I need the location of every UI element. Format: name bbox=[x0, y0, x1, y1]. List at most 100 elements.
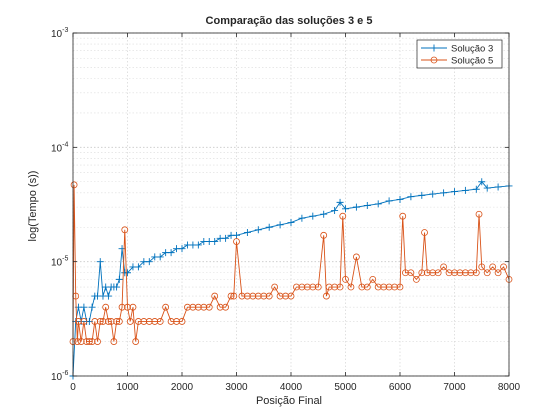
data-point bbox=[243, 292, 251, 300]
data-point bbox=[407, 269, 415, 277]
data-point bbox=[358, 283, 366, 291]
data-point bbox=[189, 303, 197, 311]
data-point bbox=[489, 263, 497, 271]
data-point bbox=[352, 253, 360, 261]
legend-label: Solução 5 bbox=[451, 56, 493, 67]
data-point bbox=[287, 292, 295, 300]
data-point bbox=[282, 292, 289, 300]
data-point bbox=[134, 263, 142, 271]
legend-item-1: Solução 3 bbox=[421, 44, 493, 55]
x-axis-label: Posição Final bbox=[256, 395, 322, 407]
x-tick-label: 1000 bbox=[116, 382, 139, 393]
series-2 bbox=[69, 181, 513, 345]
data-point bbox=[96, 318, 104, 325]
data-point bbox=[396, 195, 404, 203]
data-point bbox=[385, 197, 393, 205]
data-point bbox=[216, 303, 224, 311]
series-line bbox=[72, 184, 510, 343]
data-point bbox=[113, 318, 120, 325]
data-point bbox=[70, 181, 78, 189]
data-point bbox=[124, 303, 131, 311]
data-point bbox=[156, 253, 164, 261]
data-point bbox=[73, 338, 81, 345]
data-point bbox=[472, 185, 480, 193]
data-point bbox=[151, 318, 159, 325]
data-point bbox=[396, 283, 404, 291]
legend-marker bbox=[430, 56, 438, 64]
data-point bbox=[331, 283, 339, 291]
data-point bbox=[194, 241, 202, 249]
x-tick-label: 3000 bbox=[225, 382, 248, 393]
data-point bbox=[88, 303, 96, 311]
data-point bbox=[145, 318, 153, 325]
data-point bbox=[132, 338, 140, 345]
data-point bbox=[456, 269, 464, 277]
data-point bbox=[402, 269, 409, 277]
data-point bbox=[265, 223, 273, 231]
data-point bbox=[347, 283, 355, 291]
data-point bbox=[211, 292, 219, 300]
data-point bbox=[205, 303, 213, 311]
data-point bbox=[320, 210, 328, 218]
data-point bbox=[83, 338, 91, 345]
data-point bbox=[423, 269, 431, 277]
data-point bbox=[374, 283, 382, 291]
data-point bbox=[96, 258, 104, 266]
chart-title: Comparação das soluções 3 e 5 bbox=[206, 15, 373, 27]
data-point bbox=[75, 318, 82, 325]
data-point bbox=[227, 292, 235, 300]
data-point bbox=[173, 318, 180, 325]
data-point bbox=[298, 214, 306, 222]
data-point bbox=[293, 283, 300, 291]
data-point bbox=[110, 338, 118, 345]
data-point bbox=[102, 303, 110, 311]
data-point bbox=[429, 269, 437, 277]
data-point bbox=[134, 318, 142, 325]
data-point bbox=[380, 283, 388, 291]
data-point bbox=[323, 292, 330, 300]
data-point bbox=[483, 269, 491, 277]
data-point bbox=[421, 229, 428, 236]
data-point bbox=[352, 203, 360, 211]
data-point bbox=[254, 292, 262, 300]
data-point bbox=[178, 318, 186, 325]
data-point bbox=[167, 318, 175, 325]
data-point bbox=[418, 269, 426, 277]
data-point bbox=[167, 249, 175, 257]
data-point bbox=[369, 275, 377, 283]
data-point bbox=[342, 275, 349, 283]
data-point bbox=[200, 303, 208, 311]
data-point bbox=[287, 219, 295, 227]
data-point bbox=[399, 212, 407, 220]
x-tick-label: 4000 bbox=[280, 382, 303, 393]
y-tick-label: 10-3 bbox=[51, 27, 68, 40]
data-point bbox=[336, 198, 344, 206]
data-point bbox=[483, 184, 491, 192]
data-point bbox=[385, 283, 393, 291]
data-point bbox=[303, 283, 311, 291]
data-point bbox=[107, 318, 115, 325]
data-point bbox=[156, 318, 164, 325]
data-point bbox=[140, 318, 148, 325]
data-point bbox=[440, 189, 448, 197]
data-point bbox=[104, 292, 112, 300]
data-point bbox=[118, 303, 126, 311]
data-point bbox=[126, 318, 134, 325]
data-point bbox=[115, 275, 123, 283]
data-point bbox=[249, 292, 257, 300]
data-point bbox=[478, 178, 486, 186]
data-point bbox=[363, 283, 371, 291]
x-tick-label: 6000 bbox=[389, 382, 412, 393]
data-point bbox=[339, 212, 347, 220]
data-point bbox=[99, 318, 107, 325]
data-point bbox=[260, 292, 268, 300]
data-point bbox=[233, 238, 240, 245]
x-tick-labels: 0 1000 2000 3000 4000 5000 6000 7000 8000 bbox=[70, 382, 520, 393]
data-point bbox=[451, 188, 458, 196]
data-point bbox=[407, 193, 415, 201]
data-point bbox=[85, 338, 93, 345]
data-point bbox=[276, 221, 284, 229]
data-point bbox=[129, 303, 137, 311]
axes bbox=[72, 32, 510, 377]
